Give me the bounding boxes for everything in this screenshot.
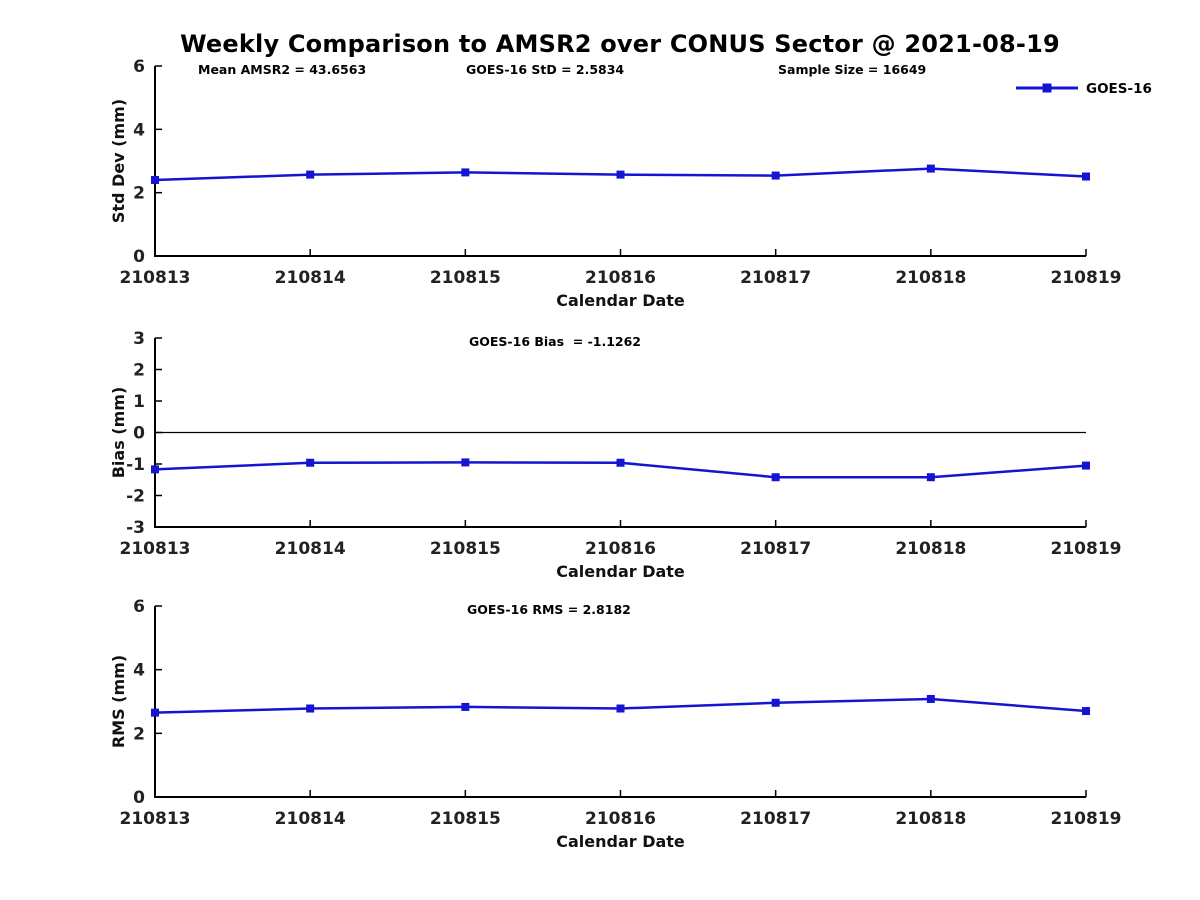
x-tick-label: 210814 [275, 268, 346, 288]
x-tick-label: 210816 [585, 809, 656, 829]
y-tick-label: 0 [133, 788, 145, 808]
data-point-marker [771, 171, 780, 180]
y-tick-label: 0 [133, 424, 145, 444]
x-tick-label: 210819 [1051, 539, 1122, 559]
x-tick-label: 210813 [120, 268, 191, 288]
data-point-marker [151, 708, 159, 717]
chart-bias: -3 -2 -1 0 1 2 3 210813 210814 210815 210816 210817… [109, 329, 1121, 581]
annotation-text: GOES-16 Bias = -1.1262 [469, 334, 641, 349]
y-axis-label: Std Dev (mm) [109, 99, 128, 223]
annotation-text: GOES-16 RMS = 2.8182 [467, 602, 631, 617]
x-tick-label: 210818 [895, 539, 966, 559]
data-point-marker [151, 176, 159, 184]
data-point-marker [616, 704, 625, 713]
x-tick-label: 210817 [740, 268, 811, 288]
x-tick-label: 210815 [430, 809, 501, 829]
data-point-marker [616, 458, 625, 467]
x-tick-label: 210817 [740, 809, 811, 829]
y-tick-label: 1 [133, 392, 145, 412]
x-tick-label: 210814 [275, 539, 346, 559]
x-axis-label: Calendar Date [556, 832, 685, 851]
y-tick-label: -2 [126, 487, 145, 507]
data-point-marker [461, 458, 470, 467]
y-tick-label: 4 [133, 661, 145, 681]
data-point-marker [771, 698, 780, 707]
data-point-marker [1082, 707, 1090, 716]
legend: GOES-16 [1016, 81, 1152, 97]
x-axis-label: Calendar Date [556, 291, 685, 310]
x-tick-label: 210816 [585, 268, 656, 288]
data-point-marker [306, 704, 315, 713]
x-tick-label: 210814 [275, 809, 346, 829]
x-tick-label: 210815 [430, 268, 501, 288]
data-point-marker [926, 473, 935, 482]
y-axis-label: Bias (mm) [109, 387, 128, 479]
legend-marker [1042, 83, 1052, 93]
y-tick-label: 4 [133, 120, 145, 140]
x-tick-label: 210819 [1051, 809, 1122, 829]
data-point-marker [306, 458, 315, 467]
figure-title: Weekly Comparison to AMSR2 over CONUS Se… [180, 30, 1060, 58]
y-tick-label: 2 [133, 724, 145, 744]
x-tick-label: 210813 [120, 809, 191, 829]
y-tick-label: 6 [133, 57, 145, 77]
data-point-marker [926, 164, 935, 173]
data-point-marker [1082, 461, 1090, 470]
x-tick-label: 210819 [1051, 268, 1122, 288]
chart-rms: 0 2 4 6 210813 210814 210815 210816 210817 210818… [109, 597, 1121, 851]
x-tick-label: 210816 [585, 539, 656, 559]
data-point-marker [461, 702, 470, 711]
y-tick-label: -3 [126, 518, 145, 538]
data-point-marker [306, 170, 315, 179]
annotation-text: Mean AMSR2 = 43.6563 [198, 62, 366, 77]
y-tick-label: 3 [133, 329, 145, 349]
y-tick-label: 2 [133, 184, 145, 204]
x-tick-label: 210818 [895, 268, 966, 288]
annotation-text: Sample Size = 16649 [778, 62, 926, 77]
x-tick-label: 210813 [120, 539, 191, 559]
data-point-marker [1082, 172, 1090, 181]
data-point-marker [771, 473, 780, 482]
data-point-marker [461, 168, 470, 177]
x-tick-label: 210818 [895, 809, 966, 829]
y-tick-label: 6 [133, 597, 145, 617]
data-point-marker [926, 694, 935, 703]
chart-std-dev: 0 2 4 6 210813 210814 210815 210816 210817 210818… [109, 57, 1152, 310]
x-axis-label: Calendar Date [556, 562, 685, 581]
data-point-marker [151, 465, 159, 474]
x-tick-label: 210815 [430, 539, 501, 559]
y-tick-label: 2 [133, 361, 145, 381]
annotation-text: GOES-16 StD = 2.5834 [466, 62, 624, 77]
legend-label: GOES-16 [1086, 81, 1152, 97]
data-point-marker [616, 170, 625, 179]
y-axis-label: RMS (mm) [109, 655, 128, 748]
x-tick-label: 210817 [740, 539, 811, 559]
y-tick-label: -1 [126, 455, 145, 475]
y-tick-label: 0 [133, 247, 145, 267]
